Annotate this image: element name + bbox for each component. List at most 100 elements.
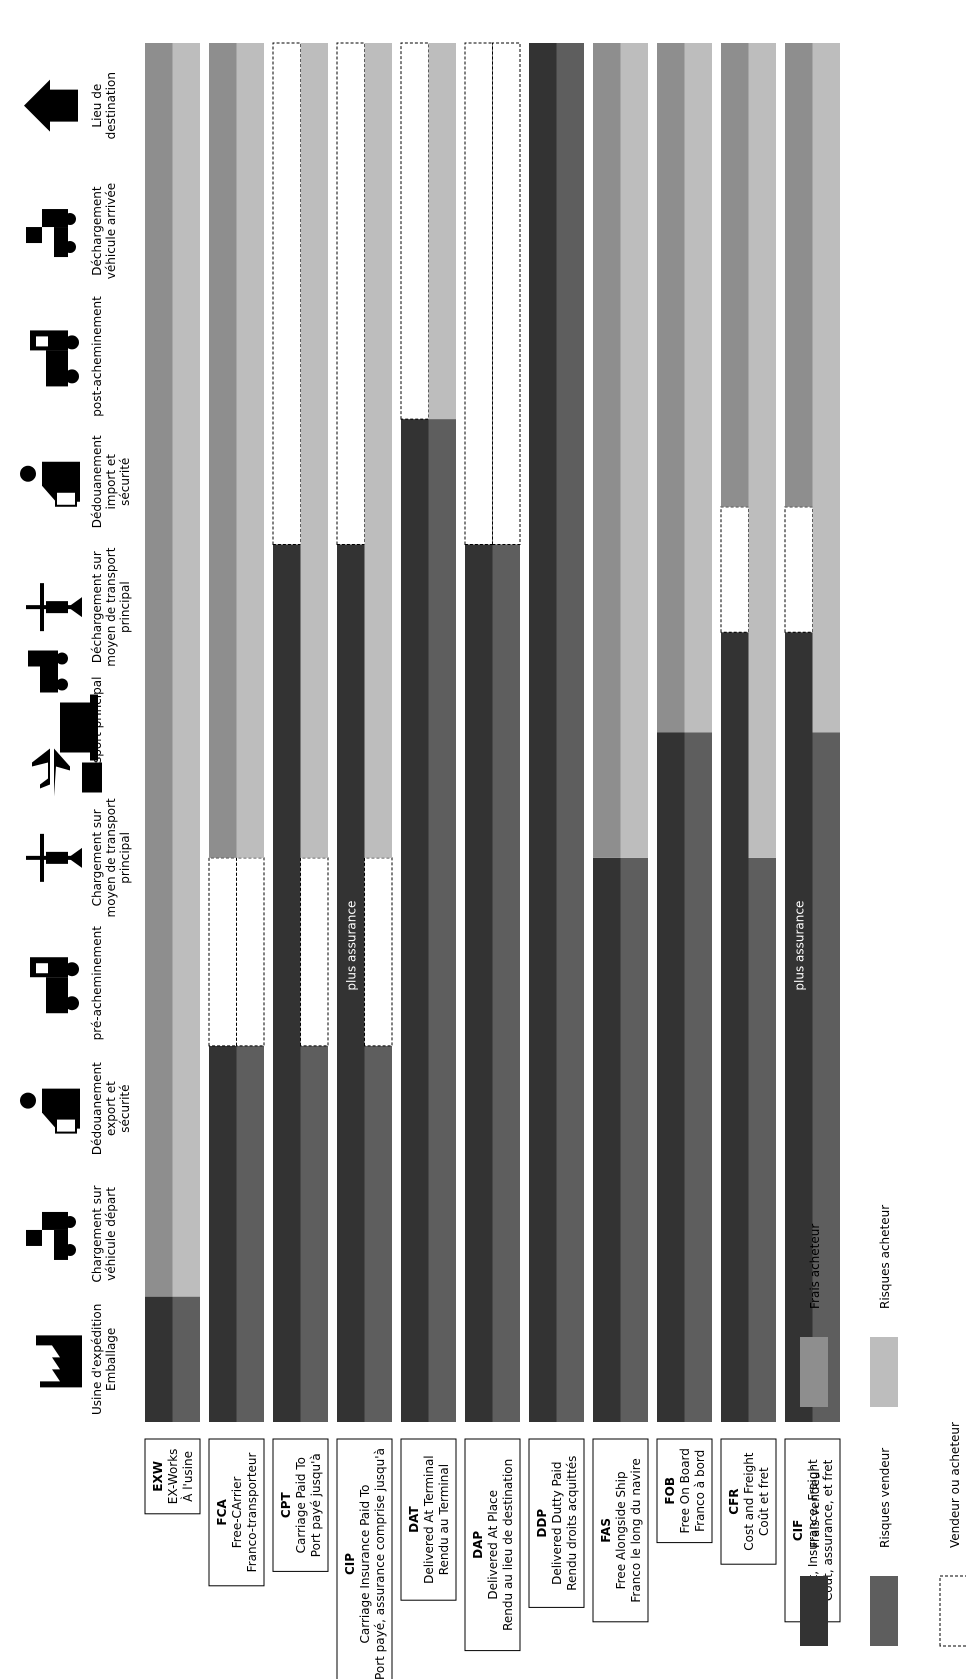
term-code: CPT: [279, 1491, 293, 1518]
stage-text: export et: [104, 1081, 118, 1136]
stage-text: destination: [104, 72, 118, 139]
term-row-cfr: CFR Cost and Freight Coût et fret: [720, 43, 777, 1565]
truck-unloading-icon: [26, 209, 76, 258]
truck-icon: [30, 330, 79, 387]
risques-segment: [364, 1045, 392, 1422]
truck-loading-icon: [26, 1211, 76, 1260]
risques-segment: [300, 857, 329, 1047]
risques-segment: [300, 1045, 328, 1422]
frais-segment: [273, 544, 301, 1422]
stage-text: principal: [118, 832, 132, 884]
term-description: Rendu au Terminal: [437, 1464, 451, 1575]
term-row-exw: EXW EX-Works À l'usine: [144, 43, 201, 1515]
term-row-fob: FOB Free On Board Franco à bord: [656, 43, 713, 1544]
term-description: À l'usine: [180, 1451, 195, 1502]
risques-segment: [428, 419, 456, 1422]
term-description: Port payé jusqu'à: [309, 1453, 323, 1557]
term-label-box: [208, 1438, 265, 1587]
risques-segment: [556, 43, 584, 1422]
legend-label: Frais vendeur: [808, 1467, 822, 1548]
risques-segment: [812, 43, 840, 733]
risques-segment: [364, 857, 393, 1047]
customs-officer-icon: [20, 461, 80, 507]
term-row-dat: DAT Delivered At Terminal Rendu au Termina…: [400, 42, 457, 1601]
stage-text: Dédouanement: [90, 1062, 104, 1155]
term-row-fca: FCA Free-CArrier Franco-transporteur: [208, 43, 265, 1587]
risques-segment: [620, 857, 648, 1422]
term-row-cpt: CPT Carriage Paid To Port payé jusqu'à: [272, 42, 329, 1572]
term-description: Carriage Insurance Paid To: [358, 1484, 372, 1643]
term-description: Delivered Dutty Paid: [550, 1461, 564, 1584]
frais-segment: [209, 43, 237, 858]
stage-icons: [20, 79, 102, 1388]
term-description: Franco le long du navire: [629, 1458, 643, 1602]
risques-segment: [684, 732, 712, 1422]
house-icon: [24, 79, 78, 132]
stage-text: Dédouanement: [90, 435, 104, 528]
term-label-box: [528, 1438, 585, 1608]
term-code: CIP: [343, 1553, 357, 1575]
stage-label: Lieu de destination: [90, 72, 118, 139]
stage-label: Déchargement véhicule arrivée: [90, 183, 118, 279]
risques-segment: [812, 732, 840, 1422]
frais-segment: [401, 419, 429, 1422]
frais-segment: [464, 42, 493, 545]
term-row-fas: FAS Free Alongside Ship Franco le long du …: [592, 43, 649, 1623]
term-code: DAT: [407, 1506, 421, 1533]
stage-label: Usine d'expédition Emballage: [90, 1304, 118, 1415]
term-code: FAS: [599, 1518, 613, 1543]
risques-segment: [620, 43, 648, 858]
term-description: Port payé, assurance comprise jusqu'à: [373, 1448, 387, 1679]
stage-label: post-acheminement: [90, 296, 104, 417]
legend-label: Frais acheteur: [808, 1224, 822, 1309]
truck-icon: [30, 957, 79, 1014]
risques-segment: [300, 43, 328, 858]
frais-segment: [272, 42, 301, 545]
term-code: DAP: [471, 1531, 485, 1559]
frais-segment: [785, 43, 813, 507]
term-row-ddp: DDP Delivered Dutty Paid Rendu droits acqu…: [528, 43, 585, 1608]
stage-text: véhicule arrivée: [104, 183, 118, 279]
legend-swatch: [870, 1337, 898, 1407]
risques-segment: [236, 1045, 264, 1422]
term-description: Franco-transporteur: [245, 1452, 259, 1572]
frais-segment: [145, 43, 173, 1297]
frais-segment: [529, 43, 557, 1422]
frais-segment: [465, 544, 493, 1422]
stage-text: Chargement sur: [90, 809, 104, 906]
legend-swatch: [800, 1576, 828, 1646]
frais-segment: [657, 732, 685, 1422]
frais-segment: [785, 632, 813, 1422]
term-description: Free On Board: [678, 1448, 692, 1533]
insurance-note: plus assurance: [345, 901, 359, 991]
stage-label: Chargement sur véhicule départ: [90, 1185, 118, 1282]
stage-label: Chargement sur moyen de transport principa…: [90, 798, 132, 917]
frais-segment: [593, 857, 621, 1422]
term-description: Franco à bord: [693, 1450, 707, 1532]
stage-text: Déchargement: [90, 186, 104, 276]
stage-text: Lieu de: [90, 84, 104, 128]
term-label-box: [144, 1438, 201, 1515]
crane-icon: [26, 833, 82, 882]
stage-text: moyen de transport: [104, 798, 118, 917]
term-row-cif: CIF Cost, Insurance, Freight Coût, assuran…: [784, 43, 841, 1623]
risques-segment: [748, 857, 776, 1422]
term-description: Cost and Freight: [742, 1452, 756, 1551]
stage-label: Déchargement sur moyen de transport princi…: [90, 547, 132, 666]
term-label-box: [464, 1438, 521, 1652]
frais-segment: [400, 42, 429, 420]
risques-segment: [748, 43, 776, 858]
stage-text: moyen de transport: [104, 547, 118, 666]
legend-label: Risques acheteur: [878, 1205, 892, 1309]
risques-segment: [492, 544, 520, 1422]
stage-text: sécurité: [118, 458, 132, 506]
risques-segment: [172, 43, 200, 1297]
term-label-box: [400, 1438, 457, 1601]
frais-segment: [784, 506, 813, 633]
legend-swatch: [800, 1337, 828, 1407]
legend-label: Risques vendeur: [878, 1448, 892, 1548]
frais-segment: [593, 43, 621, 858]
term-code: CIF: [791, 1520, 805, 1541]
